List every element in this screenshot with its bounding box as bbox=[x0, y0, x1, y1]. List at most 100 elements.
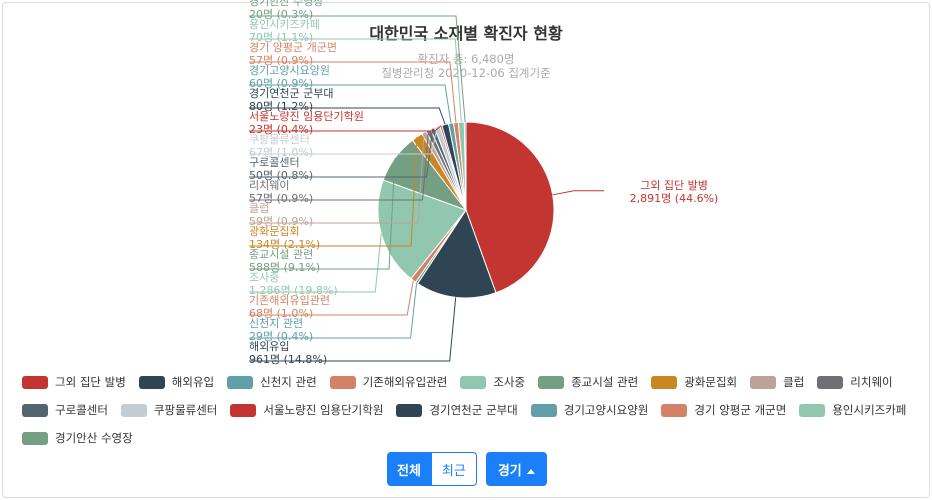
legend-item[interactable]: 경기연천군 군부대 bbox=[396, 398, 518, 423]
legend-label: 리치웨이 bbox=[850, 375, 893, 389]
slice-label: 134명 (2.1%) bbox=[249, 238, 320, 251]
legend-swatch bbox=[22, 404, 48, 417]
legend-item[interactable]: 경기고양시요양원 bbox=[530, 398, 648, 423]
caret-up-icon bbox=[526, 468, 535, 474]
slice-label: 경기고양시요양원 bbox=[249, 64, 330, 77]
slice-label: 23명 (0.4%) bbox=[249, 123, 313, 136]
legend-label: 기존해외유입관련 bbox=[362, 375, 448, 389]
legend-item[interactable]: 기존해외유입관련 bbox=[329, 370, 448, 395]
slice-label: 57명 (0.9%) bbox=[249, 54, 313, 67]
label-leader-line bbox=[249, 132, 425, 224]
slice-label: 70명 (1.1%) bbox=[249, 31, 313, 44]
recent-button[interactable]: 최근 bbox=[430, 452, 477, 486]
legend-swatch bbox=[22, 376, 48, 389]
legend-label: 쿠팡물류센터 bbox=[153, 403, 218, 417]
legend-swatch bbox=[120, 404, 147, 417]
legend-swatch bbox=[227, 376, 254, 389]
legend-swatch bbox=[538, 376, 565, 389]
filter-controls: 전체 최근 경기 bbox=[387, 452, 547, 486]
slice-label: 1,286명 (19.8%) bbox=[249, 284, 338, 297]
legend-label: 구로콜센터 bbox=[55, 403, 108, 417]
label-leader-line bbox=[249, 61, 457, 123]
legend-label: 경기 양평군 개군면 bbox=[694, 403, 787, 417]
legend-label: 조사중 bbox=[493, 375, 526, 389]
legend-swatch bbox=[799, 404, 826, 417]
legend-item[interactable]: 쿠팡물류센터 bbox=[120, 398, 218, 423]
legend-item[interactable]: 리치웨이 bbox=[817, 370, 893, 395]
legend-swatch bbox=[750, 376, 777, 389]
all-button[interactable]: 전체 bbox=[387, 452, 431, 486]
legend-item[interactable]: 클럽 bbox=[750, 370, 804, 395]
legend-label: 서울노량진 임용단기학원 bbox=[263, 403, 384, 417]
slice-label: 용인시키즈카페 bbox=[249, 18, 320, 31]
legend-swatch bbox=[661, 404, 688, 417]
slice-label: 57명 (0.9%) bbox=[249, 192, 313, 205]
label-leader-line bbox=[249, 84, 452, 124]
legend-label: 클럽 bbox=[783, 375, 805, 389]
slice-label: 신천지 관련 bbox=[249, 316, 303, 330]
legend-swatch bbox=[460, 376, 487, 389]
legend-item[interactable]: 조사중 bbox=[460, 370, 525, 395]
label-leader-line bbox=[249, 128, 434, 178]
slice-label: 경기연천군 군부대 bbox=[249, 86, 333, 100]
legend-label: 광화문집회 bbox=[684, 375, 738, 389]
label-leader-line bbox=[249, 38, 462, 123]
legend-label: 종교시설 관련 bbox=[571, 375, 639, 389]
slice-label: 쿠팡물류센터 bbox=[249, 133, 310, 146]
slice-label: 588명 (9.1%) bbox=[249, 261, 320, 274]
legend-item[interactable]: 광화문집회 bbox=[651, 370, 737, 395]
label-leader-line bbox=[249, 282, 418, 339]
pie-slice[interactable] bbox=[416, 208, 497, 299]
legend-swatch bbox=[329, 376, 356, 389]
slice-label: 68명 (1.0%) bbox=[249, 307, 313, 320]
chart-subtitle-total: 확진자 총: 6,480명 bbox=[417, 52, 514, 66]
label-leader-line bbox=[249, 157, 396, 270]
slice-label: 961명 (14.8%) bbox=[249, 353, 327, 366]
legend-item[interactable]: 경기 양평군 개군면 bbox=[661, 398, 786, 423]
region-dropdown-button[interactable]: 경기 bbox=[485, 452, 547, 486]
slice-label: 광화문집회 bbox=[249, 225, 300, 238]
legend-swatch bbox=[530, 404, 557, 417]
slice-label: 그외 집단 발병 bbox=[640, 179, 708, 192]
legend-swatch bbox=[138, 376, 165, 389]
legend-swatch bbox=[396, 404, 423, 417]
label-leader-line bbox=[249, 126, 438, 155]
legend-item[interactable]: 용인시키즈카페 bbox=[799, 398, 906, 423]
slice-label: 해외유입 bbox=[249, 339, 289, 353]
legend-label: 신천지 관련 bbox=[260, 375, 317, 389]
legend-label: 해외유입 bbox=[171, 375, 215, 389]
slice-label: 리치웨이 bbox=[249, 179, 289, 192]
legend-label: 용인시키즈카페 bbox=[832, 403, 907, 417]
legend-item[interactable]: 서울노량진 임용단기학원 bbox=[230, 398, 383, 423]
slice-label: 2,891명 (44.6%) bbox=[630, 192, 719, 205]
legend-swatch bbox=[230, 404, 257, 417]
slice-label: 조사중 bbox=[249, 271, 279, 284]
pie-chart: 대한민국 소재별 확진자 현황 확진자 총: 6,480명 질병관리청 2020… bbox=[249, 0, 719, 366]
slice-label: 20명 (0.3%) bbox=[249, 8, 313, 21]
slice-label: 구로콜센터 bbox=[249, 156, 300, 169]
slice-label: 29명 (0.4%) bbox=[249, 330, 313, 343]
pie-slice[interactable] bbox=[465, 121, 555, 294]
legend-label: 경기안산 수영장 bbox=[55, 431, 133, 445]
slice-label: 60명 (0.9%) bbox=[249, 77, 313, 90]
legend-item[interactable]: 해외유입 bbox=[138, 370, 215, 395]
slice-label: 클럽 bbox=[249, 201, 269, 215]
legend-item[interactable]: 경기안산 수영장 bbox=[22, 426, 133, 451]
label-leader-line bbox=[552, 190, 604, 196]
slice-label: 80명 (1.2%) bbox=[249, 100, 313, 113]
slice-label: 59명 (0.9%) bbox=[249, 215, 313, 228]
label-leader-line bbox=[249, 280, 414, 316]
legend-item[interactable]: 그외 집단 발병 bbox=[22, 370, 126, 395]
slice-label: 서울노량진 임용단기학원 bbox=[249, 110, 364, 123]
legend-item[interactable]: 종교시설 관련 bbox=[538, 370, 638, 395]
chart-legend: 그외 집단 발병 해외유입 신천지 관련 기존해외유입관련 조사중 종교시설 관련 광화문집… bbox=[22, 370, 922, 454]
legend-item[interactable]: 신천지 관련 bbox=[227, 370, 317, 395]
slice-label: 67명 (1.0%) bbox=[249, 146, 313, 159]
region-dropdown-label: 경기 bbox=[497, 463, 522, 479]
chart-subtitle-source: 질병관리청 2020-12-06 집계기준 bbox=[381, 66, 550, 80]
slice-label: 경기 양평군 개군면 bbox=[249, 41, 337, 54]
legend-item[interactable]: 구로콜센터 bbox=[22, 398, 108, 423]
slice-label: 종교시설 관련 bbox=[249, 248, 313, 261]
label-leader-line bbox=[249, 233, 382, 293]
label-leader-line bbox=[249, 297, 457, 362]
